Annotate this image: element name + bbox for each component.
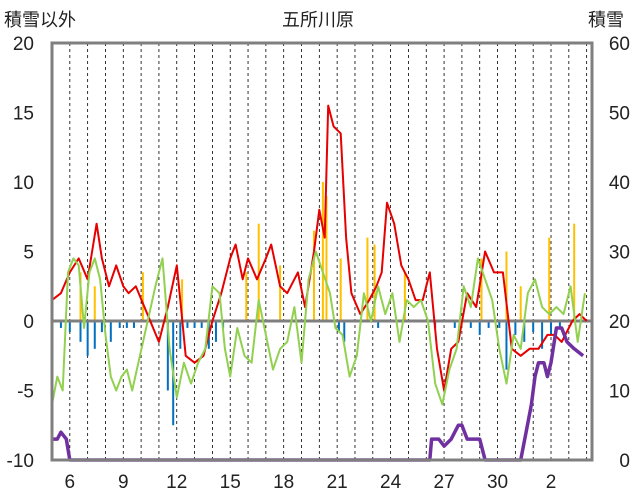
y-right-tick-label: 0 (619, 451, 630, 472)
y-right-tick-label: 20 (609, 312, 630, 333)
y-left-tick-label: -10 (7, 451, 34, 472)
precip-bar (366, 237, 369, 321)
series-line-max-temp (51, 104, 588, 392)
sunshine-bar (86, 321, 89, 356)
sunshine-bar (377, 321, 380, 328)
precip-bar (321, 182, 324, 321)
sunshine-bar (93, 321, 96, 349)
sunshine-bar (186, 321, 189, 328)
bars-layer (59, 182, 576, 426)
sunshine-bar (558, 321, 561, 328)
sunshine-bar (193, 321, 196, 328)
sunshine-bar (505, 321, 508, 370)
precip-bar (312, 230, 315, 321)
series-line-snow-depth (52, 326, 585, 462)
series-line-min-temp (51, 250, 586, 406)
y-left-tick-label: 5 (23, 243, 34, 264)
sunshine-bar (79, 321, 82, 342)
y-left-tick-label: 0 (23, 312, 34, 333)
precip-bar (257, 223, 260, 321)
sunshine-bar (100, 321, 103, 333)
precip-bar (93, 286, 96, 321)
y-left-tick-label: 10 (13, 173, 34, 194)
sunshine-bar (59, 321, 62, 328)
y-right-tick-label: 50 (609, 104, 630, 125)
y-left-tick-label: 20 (13, 34, 34, 55)
y-left-ticks: 20 15 10 5 0 -5 -10 (7, 34, 34, 472)
x-tick-label: 2 (546, 472, 557, 493)
x-tick-label: 18 (273, 472, 294, 493)
sunshine-bar (453, 321, 456, 328)
y-right-axis-label: 積雪 (588, 10, 624, 31)
sunshine-bar (109, 321, 112, 342)
sunshine-bar (498, 321, 501, 328)
sunshine-bar (68, 321, 71, 333)
y-left-tick-label: 15 (13, 104, 34, 125)
sunshine-bar (541, 321, 544, 349)
precip-bar (403, 272, 406, 321)
sunshine-bar (343, 321, 346, 342)
y-left-tick-label: -5 (17, 382, 34, 403)
precip-bar (141, 272, 144, 321)
precip-bar (339, 258, 342, 321)
precip-bar (325, 195, 328, 321)
x-tick-label: 12 (166, 472, 187, 493)
sunshine-bar (166, 321, 169, 391)
x-tick-label: 24 (380, 472, 402, 493)
sunshine-bar (200, 321, 203, 328)
sunshine-bar (214, 321, 217, 342)
precip-bar (279, 265, 282, 321)
x-tick-label: 30 (487, 472, 508, 493)
sunshine-bar (125, 321, 128, 328)
precip-bar (480, 258, 483, 321)
sunshine-bar (532, 321, 535, 333)
x-tick-label: 21 (327, 472, 348, 493)
y-right-ticks: 60 50 40 30 20 10 0 (609, 34, 630, 472)
precip-bar (245, 272, 248, 321)
precip-bar (181, 279, 184, 321)
y-right-tick-label: 10 (609, 382, 630, 403)
sunshine-bar (487, 321, 490, 328)
precip-bar (519, 286, 522, 321)
sunshine-bar (337, 321, 340, 333)
x-ticks: 6 9 12 15 18 21 24 27 30 2 (65, 472, 557, 493)
sunshine-bar (132, 321, 135, 328)
precip-bar (505, 251, 508, 321)
chart-title: 五所川原 (282, 10, 354, 31)
x-tick-label: 15 (220, 472, 241, 493)
y-left-axis-label: 積雪以外 (4, 10, 76, 31)
sunshine-bar (179, 321, 182, 349)
sunshine-bar (118, 321, 121, 328)
sunshine-bar (469, 321, 472, 328)
x-tick-label: 9 (118, 472, 129, 493)
y-right-tick-label: 30 (609, 243, 630, 264)
x-tick-label: 27 (434, 472, 455, 493)
y-right-tick-label: 40 (609, 173, 630, 194)
plot-frame (50, 41, 594, 462)
x-tick-label: 6 (65, 472, 76, 493)
y-right-tick-label: 60 (609, 34, 630, 55)
sunshine-bar (523, 321, 526, 342)
sunshine-bar (514, 321, 517, 335)
precip-bar (373, 244, 376, 321)
precip-bar (573, 223, 576, 321)
sunshine-bar (478, 321, 481, 335)
sunshine-bar (550, 321, 553, 335)
precip-bar (548, 237, 551, 321)
